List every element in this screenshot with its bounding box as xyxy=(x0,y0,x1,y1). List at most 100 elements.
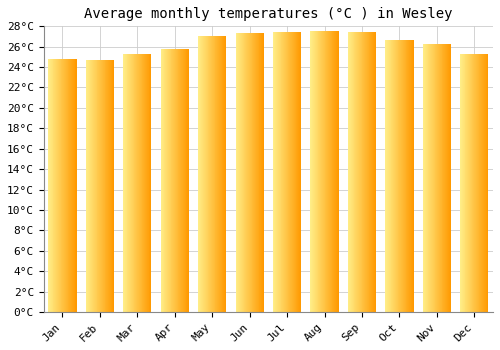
Bar xyxy=(473,54,474,312)
Bar xyxy=(437,44,438,312)
Bar xyxy=(476,54,477,312)
Bar xyxy=(313,32,314,312)
Bar xyxy=(294,33,295,312)
Bar xyxy=(433,44,434,312)
Bar xyxy=(105,60,106,312)
Bar xyxy=(280,33,281,312)
Bar xyxy=(315,32,316,312)
Bar xyxy=(465,54,466,312)
Bar xyxy=(169,49,170,312)
Bar xyxy=(125,54,126,312)
Bar xyxy=(144,54,145,312)
Bar xyxy=(442,44,443,312)
Bar xyxy=(353,33,354,312)
Bar xyxy=(238,33,239,312)
Bar xyxy=(438,44,439,312)
Bar xyxy=(292,33,293,312)
Bar xyxy=(391,40,392,312)
Bar xyxy=(124,54,125,312)
Bar xyxy=(140,54,141,312)
Bar xyxy=(354,33,355,312)
Bar xyxy=(50,59,51,312)
Bar xyxy=(434,44,435,312)
Bar xyxy=(282,33,283,312)
Bar xyxy=(222,36,223,312)
Bar xyxy=(432,44,433,312)
Bar xyxy=(198,36,199,312)
Bar xyxy=(167,49,168,312)
Bar xyxy=(188,49,189,312)
Bar xyxy=(135,54,136,312)
Bar xyxy=(136,54,137,312)
Bar xyxy=(401,40,402,312)
Bar xyxy=(483,54,484,312)
Bar xyxy=(319,32,320,312)
Bar xyxy=(326,32,327,312)
Bar xyxy=(370,33,371,312)
Bar xyxy=(251,33,252,312)
Bar xyxy=(61,59,62,312)
Bar xyxy=(262,33,263,312)
Bar xyxy=(487,54,488,312)
Bar xyxy=(374,33,375,312)
Bar xyxy=(448,44,449,312)
Bar xyxy=(104,60,105,312)
Bar xyxy=(260,33,261,312)
Bar xyxy=(395,40,396,312)
Bar xyxy=(320,32,321,312)
Bar xyxy=(179,49,180,312)
Bar xyxy=(211,36,212,312)
Bar xyxy=(394,40,395,312)
Bar xyxy=(292,33,293,312)
Bar xyxy=(406,40,407,312)
Bar xyxy=(362,33,363,312)
Bar xyxy=(468,54,469,312)
Bar xyxy=(293,33,294,312)
Bar xyxy=(316,32,317,312)
Bar xyxy=(220,36,221,312)
Bar xyxy=(176,49,177,312)
Bar xyxy=(202,36,203,312)
Bar xyxy=(461,54,462,312)
Bar xyxy=(212,36,213,312)
Bar xyxy=(275,33,276,312)
Bar xyxy=(74,59,75,312)
Bar xyxy=(172,49,173,312)
Bar xyxy=(334,32,335,312)
Bar xyxy=(393,40,394,312)
Bar xyxy=(318,32,319,312)
Bar xyxy=(253,33,254,312)
Bar xyxy=(97,60,98,312)
Bar xyxy=(447,44,448,312)
Bar xyxy=(93,60,94,312)
Bar xyxy=(205,36,206,312)
Bar xyxy=(317,32,318,312)
Bar xyxy=(358,33,360,312)
Bar xyxy=(443,44,444,312)
Bar xyxy=(276,33,277,312)
Bar xyxy=(255,33,256,312)
Bar xyxy=(75,59,76,312)
Bar xyxy=(68,59,69,312)
Bar xyxy=(240,33,242,312)
Bar xyxy=(148,54,149,312)
Bar xyxy=(386,40,387,312)
Bar xyxy=(322,32,323,312)
Bar xyxy=(127,54,128,312)
Bar xyxy=(164,49,165,312)
Bar xyxy=(66,59,67,312)
Bar xyxy=(450,44,451,312)
Bar xyxy=(330,32,331,312)
Bar xyxy=(175,49,176,312)
Bar xyxy=(58,59,59,312)
Bar xyxy=(352,33,353,312)
Bar xyxy=(483,54,484,312)
Bar xyxy=(67,59,68,312)
Bar xyxy=(389,40,390,312)
Bar xyxy=(221,36,222,312)
Bar xyxy=(166,49,167,312)
Bar xyxy=(69,59,70,312)
Bar xyxy=(323,32,324,312)
Bar xyxy=(363,33,364,312)
Bar xyxy=(240,33,241,312)
